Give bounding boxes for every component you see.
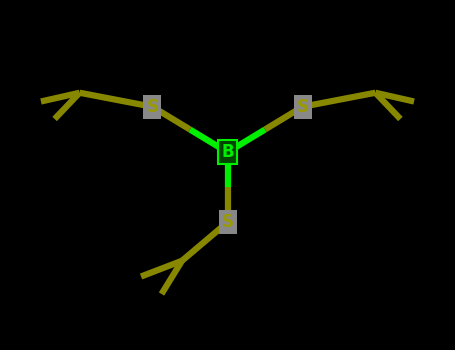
Text: B: B bbox=[221, 143, 234, 161]
Text: S: S bbox=[147, 98, 158, 116]
Text: S: S bbox=[222, 213, 233, 231]
Text: S: S bbox=[297, 98, 308, 116]
